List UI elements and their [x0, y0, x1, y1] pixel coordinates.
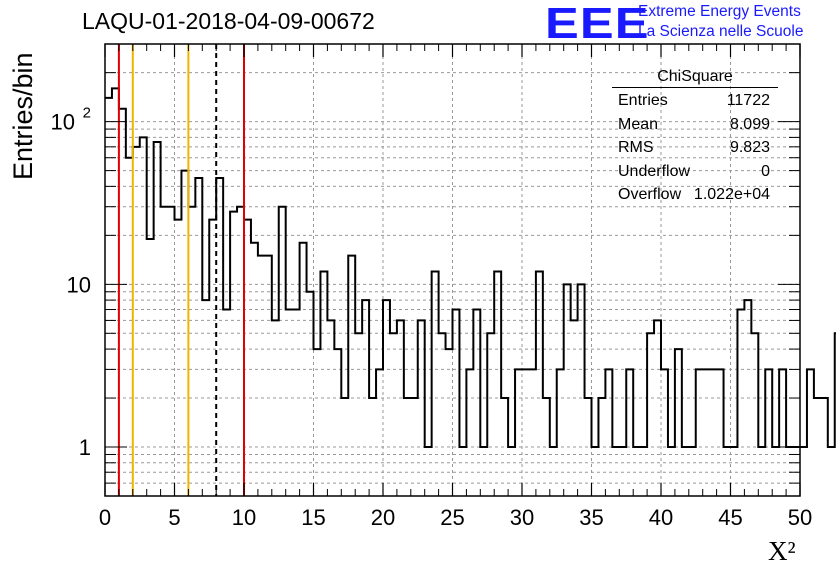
stats-row: Underflow 0: [612, 161, 778, 185]
stats-title: ChiSquare: [612, 68, 778, 88]
x-tick-label: 20: [371, 505, 395, 530]
stats-row: Mean 8.099: [612, 114, 778, 138]
x-tick-label: 40: [649, 505, 673, 530]
stats-value: 0: [761, 162, 770, 180]
stats-row: RMS 9.823: [612, 137, 778, 161]
histogram-series: [105, 87, 836, 449]
y-tick-label: 1: [79, 435, 91, 460]
eee-logo: EEE: [545, 0, 650, 48]
stats-key: Mean: [618, 115, 659, 133]
x-tick-label: 50: [788, 505, 812, 530]
stats-value: 11722: [726, 92, 770, 109]
x-axis-label: X²: [768, 536, 796, 566]
x-tick-label: 10: [232, 505, 256, 530]
y-tick-label: 10: [67, 272, 91, 297]
chart-title: LAQU-01-2018-04-09-00672: [82, 8, 375, 34]
x-tick-label: 30: [510, 505, 534, 530]
y-tick-label-exponent: 2: [83, 105, 91, 122]
logo-line-2: La Scienza nelle Scuole: [638, 23, 804, 40]
x-tick-label: 5: [168, 505, 180, 530]
y-tick-label: 10: [51, 110, 75, 135]
x-tick-label: 15: [301, 505, 325, 530]
stats-value: 8.099: [729, 115, 770, 133]
stats-key: Underflow: [618, 162, 691, 180]
logo-line-1: Extreme Energy Events: [638, 3, 801, 20]
stats-box: ChiSquare Entries 11722 Mean 8.099 RMS 9.82…: [612, 68, 778, 208]
stats-key: RMS: [618, 139, 654, 156]
stats-key: Entries: [618, 92, 668, 109]
stats-key: Overflow: [618, 186, 682, 203]
x-tick-label: 35: [579, 505, 603, 530]
stats-value: 9.823: [729, 139, 770, 156]
stats-value: 1.022e+04: [693, 186, 770, 203]
stats-row: Overflow 1.022e+04: [612, 184, 778, 208]
x-tick-label: 45: [718, 505, 742, 530]
stats-row: Entries 11722: [612, 90, 778, 114]
x-tick-label: 25: [440, 505, 464, 530]
x-tick-label: 0: [99, 505, 111, 530]
